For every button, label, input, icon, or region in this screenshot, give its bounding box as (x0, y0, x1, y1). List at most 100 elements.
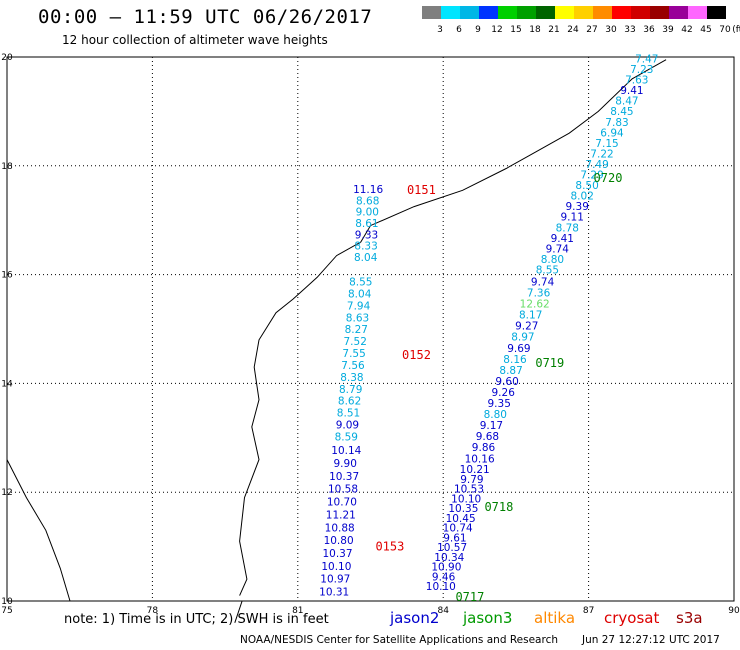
wave-height-value: 9.26 (492, 387, 516, 399)
wave-height-value: 10.14 (331, 445, 361, 457)
scale-swatch (555, 6, 574, 19)
lon-tick-label: 90 (728, 606, 740, 616)
wave-height-value: 10.57 (437, 542, 467, 554)
wave-height-value: 10.16 (465, 453, 495, 465)
wave-height-value: 8.33 (354, 241, 377, 253)
wave-height-value: 8.02 (571, 191, 594, 203)
wave-height-value: 10.37 (329, 471, 359, 483)
scale-swatch (517, 6, 536, 19)
credit-text: NOAA/NESDIS Center for Satellite Applica… (240, 634, 558, 646)
scale-swatch (593, 6, 612, 19)
scale-tick-label: 45 (700, 25, 711, 35)
wave-height-value: 9.41 (620, 85, 643, 97)
wave-height-value: 10.90 (431, 562, 461, 574)
wave-height-value: 7.55 (342, 348, 365, 360)
wave-height-value: 8.80 (484, 409, 507, 421)
pass-time-label: 0718 (484, 500, 513, 514)
scale-swatch (612, 6, 631, 19)
map-subtitle: 12 hour collection of altimeter wave hei… (62, 33, 328, 47)
wave-height-value: 7.94 (347, 300, 371, 312)
wave-height-value: 7.47 (635, 53, 658, 65)
pass-time-label: 0720 (594, 171, 623, 185)
west-coastline (6, 459, 71, 602)
scale-tick-label: 12 (491, 25, 502, 35)
pass-time-label: 0717 (455, 590, 484, 604)
scale-tick-label: 9 (475, 25, 481, 35)
wave-height-value: 10.97 (320, 574, 350, 586)
wave-height-value: 9.00 (356, 207, 379, 219)
wave-height-value: 10.21 (460, 464, 490, 476)
lon-tick-label: 75 (1, 606, 12, 616)
wave-height-value: 8.04 (348, 288, 372, 300)
pass-time-label: 0719 (535, 356, 564, 370)
lat-tick-label: 14 (1, 379, 13, 389)
coastline-south (234, 600, 243, 623)
wave-height-value: 7.49 (585, 159, 608, 171)
lon-tick-label: 78 (147, 606, 159, 616)
wave-height-value: 7.23 (630, 64, 653, 76)
wave-height-value: 7.29 (580, 170, 603, 182)
scale-tick-label: 30 (605, 25, 617, 35)
satellite-jason2: jason2 (390, 609, 440, 627)
lat-tick-label: 10 (1, 597, 13, 607)
wave-height-value: 9.41 (551, 233, 574, 245)
wave-height-value: 11.16 (353, 184, 383, 196)
pass-time-label: 0153 (375, 539, 404, 553)
scale-tick-label: 33 (624, 25, 635, 35)
wave-height-value: 10.34 (434, 552, 464, 564)
scale-swatch (422, 6, 441, 19)
scale-swatch (631, 6, 650, 19)
satellite-cryosat: cryosat (604, 609, 660, 627)
wave-height-value: 8.04 (354, 252, 378, 264)
wave-height-value: 10.10 (451, 493, 481, 505)
wave-height-value: 7.63 (625, 75, 648, 87)
wave-height-value: 8.55 (536, 265, 559, 277)
map-title: 00:00 – 11:59 UTC 06/26/2017 (38, 6, 373, 28)
scale-tick-label: 36 (643, 25, 655, 35)
wave-height-value: 9.17 (480, 420, 503, 432)
lon-tick-label: 84 (437, 606, 449, 616)
wave-height-value: 9.60 (495, 376, 518, 388)
wave-height-value: 8.50 (575, 180, 598, 192)
wave-height-value: 8.68 (356, 195, 379, 207)
wave-height-value: 10.45 (446, 513, 476, 525)
lon-tick-label: 87 (583, 606, 594, 616)
wave-height-value: 7.83 (605, 117, 628, 129)
wave-height-value: 12.62 (520, 299, 550, 311)
scale-tick-label: 42 (681, 25, 692, 35)
lat-tick-label: 12 (1, 488, 12, 498)
wave-height-value: 10.10 (321, 561, 351, 573)
scale-swatch (479, 6, 498, 19)
pass-time-label: 0151 (407, 183, 436, 197)
wave-height-value: 7.36 (527, 288, 551, 300)
wave-height-value: 10.88 (325, 522, 355, 534)
wave-height-value: 8.87 (499, 365, 522, 377)
generation-timestamp: Jun 27 12:27:12 UTC 2017 (582, 634, 720, 646)
coastline (239, 59, 667, 596)
footnote: note: 1) Time is in UTC; 2) SWH is in fe… (64, 612, 329, 627)
wave-height-value: 8.47 (615, 96, 638, 108)
wave-height-value: 7.52 (344, 336, 367, 348)
scale-swatch (441, 6, 460, 19)
wave-height-value: 8.16 (503, 354, 527, 366)
wave-height-value: 9.61 (443, 532, 466, 544)
satellite-s3a: s3a (676, 609, 703, 627)
wave-height-value: 6.94 (600, 127, 624, 139)
scale-tick-label: 21 (548, 25, 559, 35)
lat-tick-label: 20 (1, 53, 13, 63)
wave-height-value: 10.58 (328, 484, 358, 496)
map-frame (6, 56, 735, 602)
wave-height-value: 9.79 (460, 474, 483, 486)
wave-height-value: 9.27 (515, 321, 538, 333)
scale-tick-label: 3 (437, 25, 443, 35)
wave-height-value: 9.11 (561, 212, 584, 224)
wave-height-value: 10.35 (448, 503, 478, 515)
wave-height-value: 8.38 (340, 372, 363, 384)
wave-height-value: 10.74 (443, 523, 473, 535)
wave-height-value: 9.09 (336, 420, 359, 432)
scale-swatch (498, 6, 517, 19)
pass-time-label: 0152 (402, 348, 431, 362)
wave-height-value: 7.15 (595, 138, 618, 150)
